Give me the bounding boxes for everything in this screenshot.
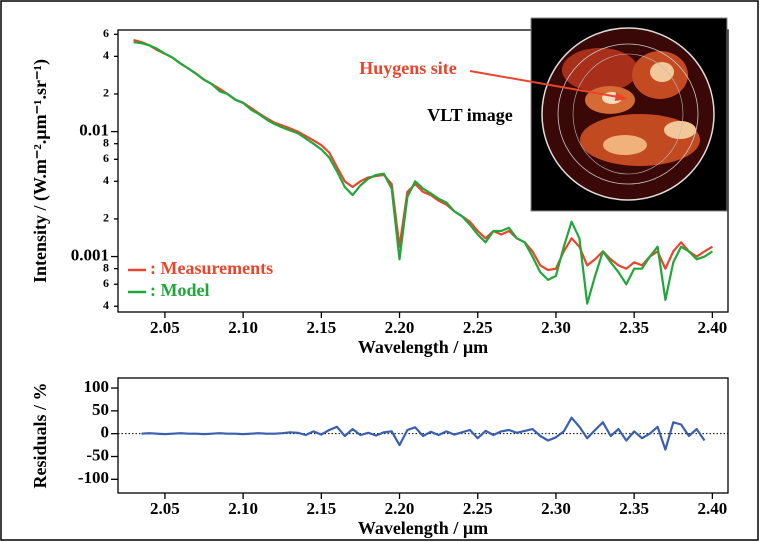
x-tick-label: 2.30 bbox=[541, 318, 571, 337]
x-tick-label: 2.05 bbox=[150, 318, 180, 337]
y-axis-label: Intensity / (W.m⁻².µm⁻¹.sr⁻¹) bbox=[30, 59, 51, 283]
y-tick-label: 4 bbox=[103, 298, 109, 312]
y-tick-label: -50 bbox=[86, 445, 109, 464]
x-tick-label: 2.10 bbox=[228, 499, 258, 518]
x-tick-label: 2.25 bbox=[463, 318, 493, 337]
x-tick-label: 2.30 bbox=[541, 499, 571, 518]
legend-label: : Model bbox=[150, 280, 209, 300]
y-tick-label: 4 bbox=[103, 173, 109, 187]
y-tick-label: 6 bbox=[103, 26, 109, 40]
x-tick-label: 2.15 bbox=[306, 318, 336, 337]
y-tick-label: 0.001 bbox=[71, 245, 109, 264]
vlt-image bbox=[530, 17, 728, 212]
y-tick-label: 8 bbox=[103, 260, 109, 274]
annotation-arrow bbox=[469, 70, 625, 99]
x-axis-label: Wavelength / µm bbox=[358, 518, 488, 538]
x-tick-label: 2.10 bbox=[228, 318, 258, 337]
x-tick-label: 2.05 bbox=[150, 499, 180, 518]
annotation: VLT image bbox=[427, 105, 513, 125]
x-tick-label: 2.15 bbox=[306, 499, 336, 518]
y-tick-label: -100 bbox=[78, 468, 109, 487]
arrow-head bbox=[615, 92, 628, 101]
legend-label: : Measurements bbox=[150, 258, 273, 278]
x-tick-label: 2.20 bbox=[385, 318, 415, 337]
x-tick-label: 2.40 bbox=[697, 318, 727, 337]
x-axis-label: Wavelength / µm bbox=[358, 337, 488, 357]
y-tick-label: 2 bbox=[103, 86, 109, 100]
data-line bbox=[141, 416, 706, 451]
y-tick-label: 4 bbox=[103, 48, 109, 62]
x-tick-label: 2.20 bbox=[385, 499, 415, 518]
x-tick-label: 2.35 bbox=[619, 499, 649, 518]
y-tick-label: 6 bbox=[103, 151, 109, 165]
plot-area bbox=[117, 29, 729, 313]
data-line bbox=[133, 41, 714, 305]
y-tick-label: 50 bbox=[92, 400, 109, 419]
y-tick-label: 6 bbox=[103, 276, 109, 290]
y-tick-label: 8 bbox=[103, 135, 109, 149]
y-tick-label: 0.01 bbox=[79, 120, 109, 139]
y-tick-label: 100 bbox=[84, 377, 110, 396]
x-tick-label: 2.25 bbox=[463, 499, 493, 518]
y-axis-label: Residuals / % bbox=[30, 382, 50, 488]
y-tick-label: 0 bbox=[101, 423, 110, 442]
annotation: Huygens site bbox=[359, 58, 457, 78]
x-tick-label: 2.35 bbox=[619, 318, 649, 337]
y-tick-label: 2 bbox=[103, 211, 109, 225]
x-tick-label: 2.40 bbox=[697, 499, 727, 518]
plot-area bbox=[117, 377, 729, 494]
